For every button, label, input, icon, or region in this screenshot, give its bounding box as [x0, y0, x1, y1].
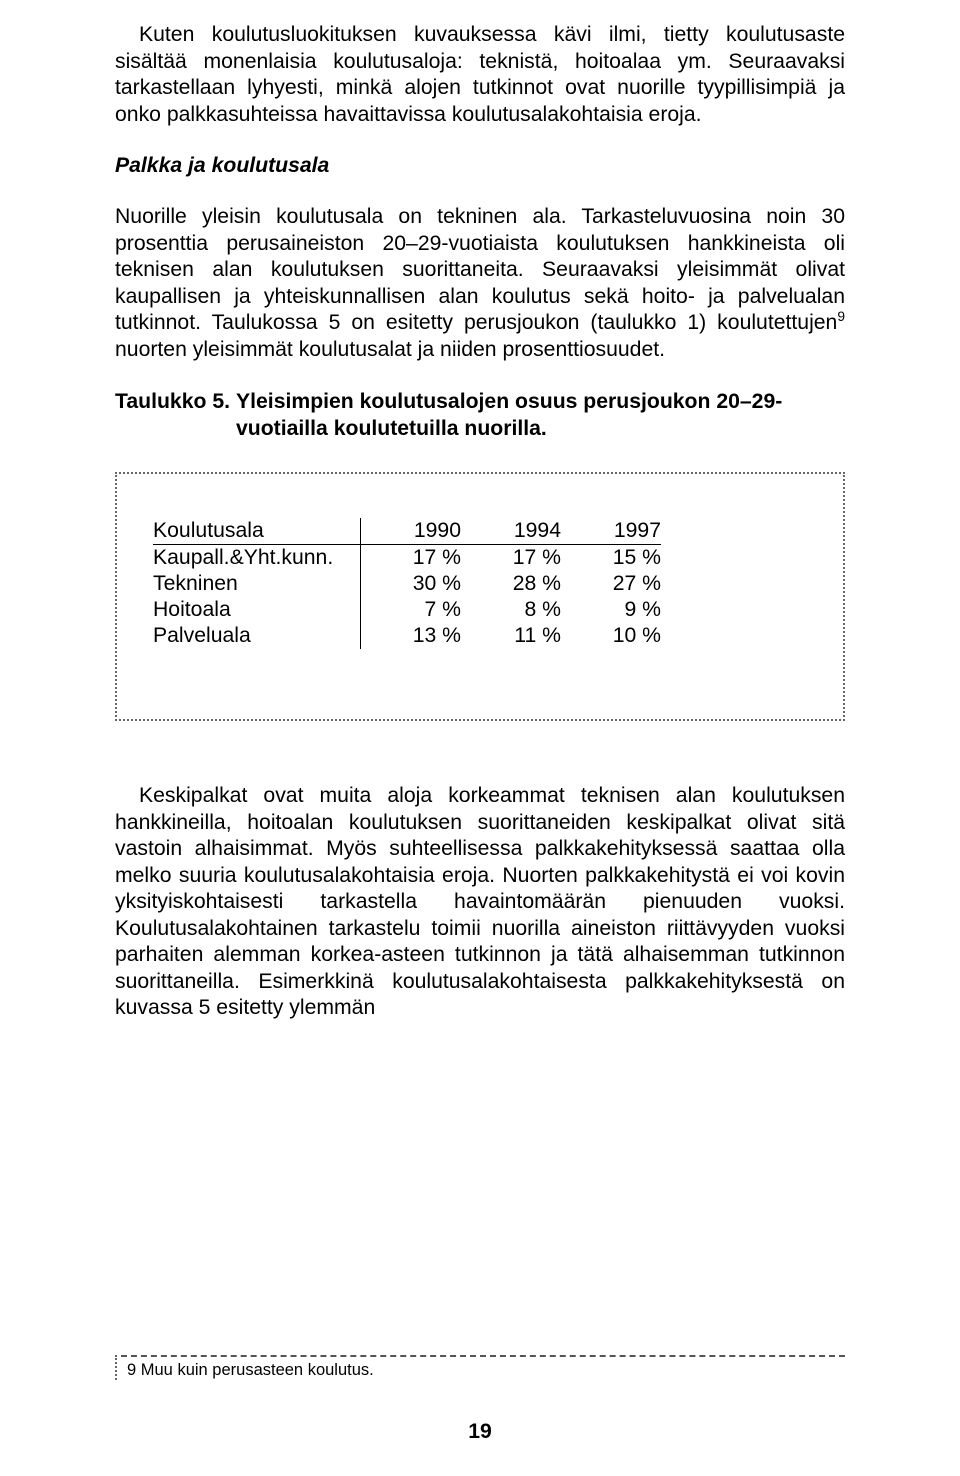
paragraph-intro: Kuten koulutusluokituksen kuvauksessa kä… — [115, 22, 845, 128]
paragraph-body-1: Nuorille yleisin koulutusala on tekninen… — [115, 204, 845, 363]
table-cell: Hoitoala — [153, 597, 361, 623]
paragraph-body-1b: nuorten yleisimmät koulutusalat ja niide… — [115, 338, 665, 361]
table-row: Kaupall.&Yht.kunn. 17 % 17 % 15 % — [153, 545, 661, 572]
footnote-area: 9 Muu kuin perusasteen koulutus. — [115, 1355, 845, 1380]
table-cell: Kaupall.&Yht.kunn. — [153, 545, 361, 572]
table-cell: 27 % — [561, 571, 661, 597]
table-cell: 17 % — [361, 545, 462, 572]
table-cell: 8 % — [461, 597, 561, 623]
table-row: Palveluala 13 % 11 % 10 % — [153, 623, 661, 649]
paragraph-body-2: Keskipalkat ovat muita aloja korkeammat … — [115, 783, 845, 1022]
footnote-text: 9 Muu kuin perusasteen koulutus. — [127, 1361, 845, 1380]
section-heading: Palkka ja koulutusala — [115, 154, 845, 178]
table-cell: 30 % — [361, 571, 462, 597]
table-caption-lead: Taulukko 5. — [115, 389, 236, 416]
table-cell: 9 % — [561, 597, 661, 623]
document-page: Kuten koulutusluokituksen kuvauksessa kä… — [0, 0, 960, 1476]
table-container: Koulutusala 1990 1994 1997 Kaupall.&Yht.… — [115, 472, 845, 721]
table-header-cell: Koulutusala — [153, 518, 361, 545]
table-caption: Taulukko 5. Yleisimpien koulutusalojen o… — [115, 389, 845, 442]
paragraph-body-1a: Nuorille yleisin koulutusala on tekninen… — [115, 205, 845, 334]
table-header-row: Koulutusala 1990 1994 1997 — [153, 518, 661, 545]
table-cell: 17 % — [461, 545, 561, 572]
table-row: Hoitoala 7 % 8 % 9 % — [153, 597, 661, 623]
table-cell: 10 % — [561, 623, 661, 649]
page-number: 19 — [0, 1420, 960, 1444]
table-row: Tekninen 30 % 28 % 27 % — [153, 571, 661, 597]
table-header-cell: 1997 — [561, 518, 661, 545]
table-cell: 7 % — [361, 597, 462, 623]
table-header-cell: 1994 — [461, 518, 561, 545]
table-cell: 13 % — [361, 623, 462, 649]
table-cell: Tekninen — [153, 571, 361, 597]
footnote-marker: 9 — [837, 309, 845, 324]
table-cell: 15 % — [561, 545, 661, 572]
table-5: Koulutusala 1990 1994 1997 Kaupall.&Yht.… — [153, 518, 661, 649]
table-cell: 11 % — [461, 623, 561, 649]
footnote-separator — [121, 1355, 845, 1357]
table-cell: 28 % — [461, 571, 561, 597]
table-caption-text: Yleisimpien koulutusalojen osuus perusjo… — [236, 389, 845, 442]
table-cell: Palveluala — [153, 623, 361, 649]
table-header-cell: 1990 — [361, 518, 462, 545]
